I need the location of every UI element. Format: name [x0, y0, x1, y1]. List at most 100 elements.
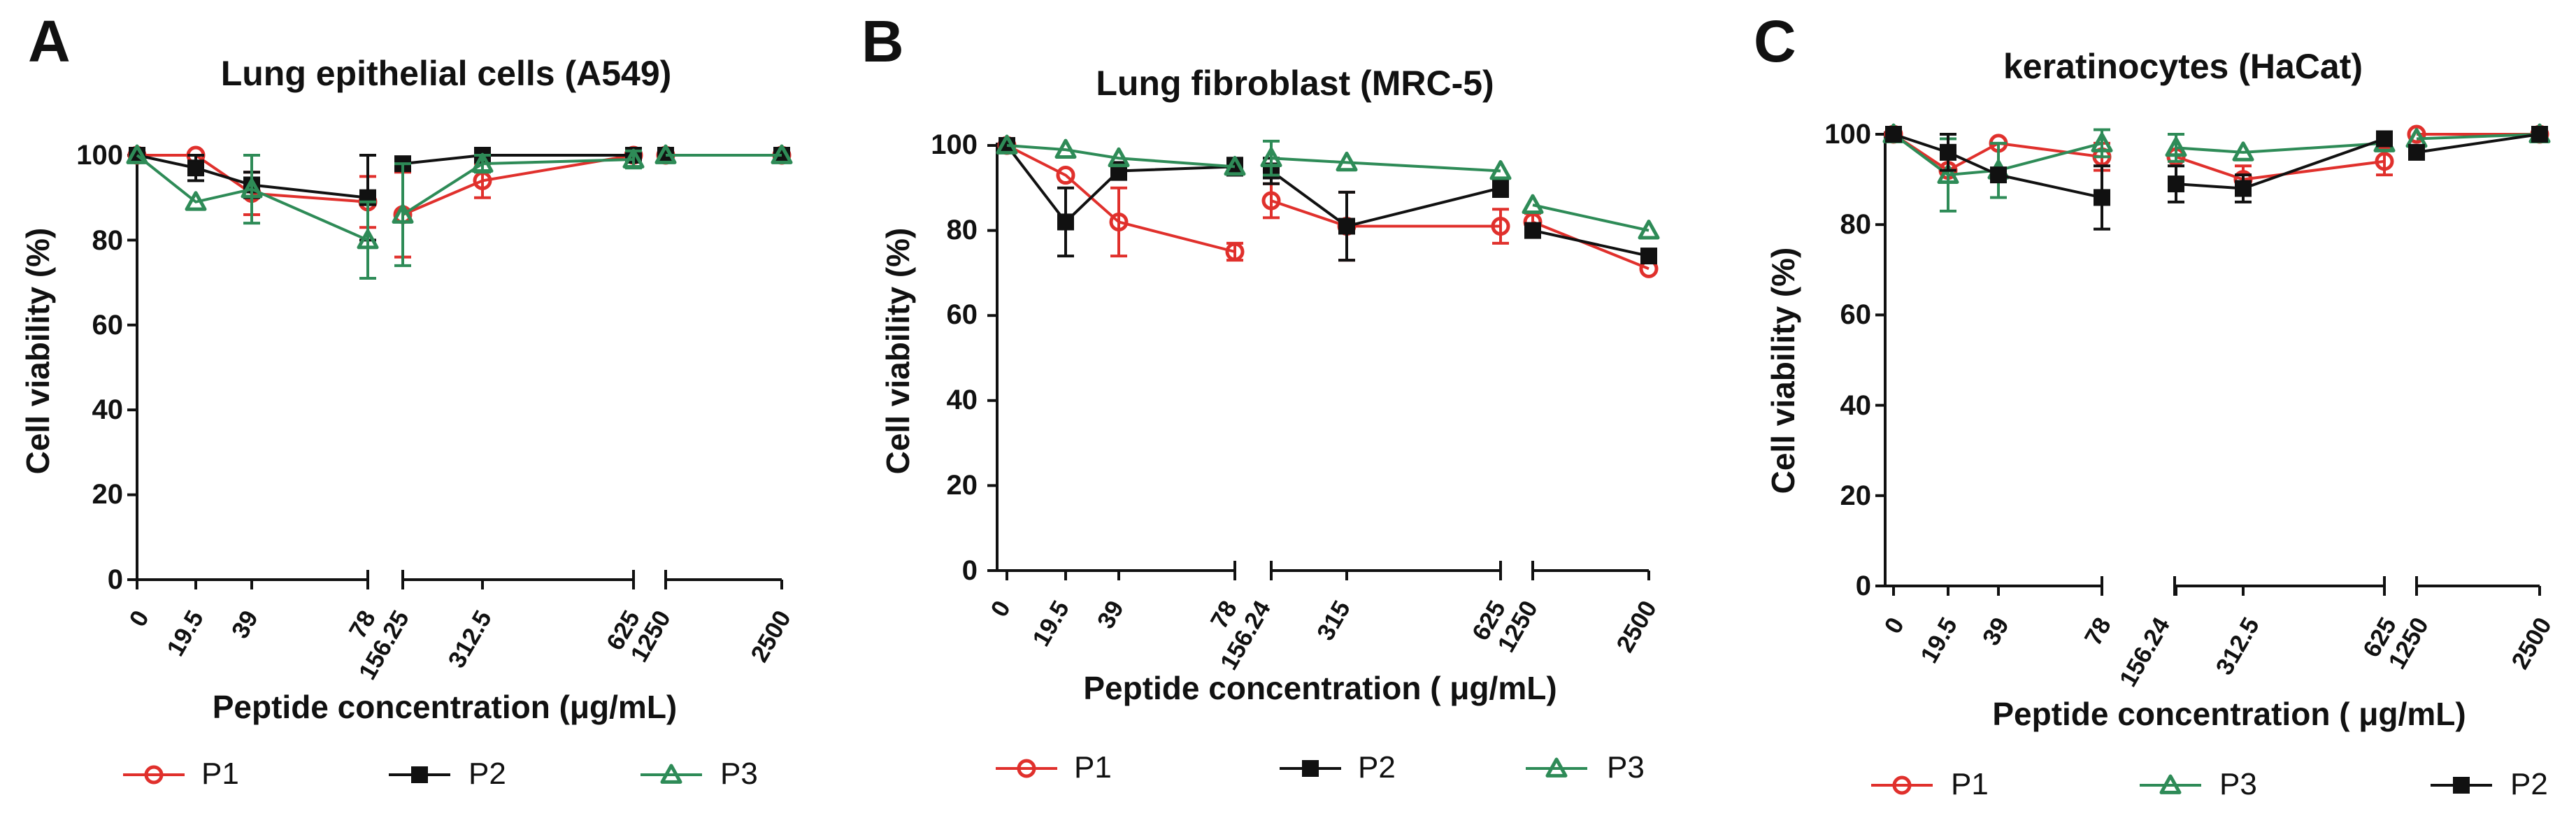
- series-line-p1: [1271, 199, 1501, 228]
- series-line-p2: [1270, 169, 1501, 228]
- data-point-p3: [622, 148, 645, 169]
- data-point-p1: [1056, 166, 1075, 185]
- series-line-p2: [1532, 229, 1650, 258]
- legend-label-p3: P3: [720, 757, 758, 791]
- panel-a-legend: P1 P2 P3: [201, 757, 758, 791]
- x-tick-label: 156.24: [2115, 613, 2176, 692]
- data-point-p3: [996, 134, 1018, 155]
- data-point-p3: [471, 152, 494, 173]
- x-tick-label: 0: [124, 606, 155, 631]
- x-tick-label: 0: [1879, 613, 1910, 638]
- y-tick-label: 20: [92, 479, 124, 510]
- y-tick-label: 40: [1840, 390, 1872, 421]
- x-tick-label: 2500: [2506, 613, 2557, 674]
- series-line-p3: [1532, 203, 1650, 232]
- x-tick-label: 39: [227, 606, 264, 643]
- data-point-p2: [2235, 180, 2252, 197]
- panel-b-x-axis-title: Peptide concentration ( μg/mL): [1083, 670, 1557, 706]
- series-line-p1: [1006, 144, 1236, 253]
- data-point-p2: [2531, 126, 2548, 143]
- y-tick-label: 100: [1824, 119, 1871, 150]
- series-p3: [126, 144, 793, 280]
- y-tick-label: 60: [1840, 299, 1872, 330]
- x-tick-label: 19.5: [162, 606, 209, 661]
- series-line-p1: [1892, 133, 2103, 173]
- legend-marker-p1: [144, 765, 164, 785]
- series-line-p3: [2175, 141, 2385, 154]
- data-point-p2: [2376, 130, 2393, 148]
- series-line-p2: [136, 154, 368, 199]
- panel-b-x-ticks: 0 19.5 39 78 156.24 315 625 1250 2500: [985, 596, 1662, 675]
- data-point-p1: [1261, 191, 1281, 210]
- data-point-p1: [1109, 212, 1129, 231]
- y-tick-label: 60: [947, 299, 978, 330]
- y-tick-label: 60: [92, 310, 124, 341]
- panel-b-legend: P1 P2 P3: [1074, 750, 1645, 785]
- panel-a-x-ticks: 0 19.5 39 78 156.25 312.5 625 1250 2500: [124, 606, 796, 685]
- panel-b-y-axis-title: Cell viability (%): [880, 228, 916, 475]
- legend-entry-p2: P2: [1358, 750, 1396, 785]
- data-point-p3: [2165, 136, 2187, 157]
- y-tick-label: 40: [947, 385, 978, 415]
- legend-label-p2: P2: [468, 757, 506, 791]
- panel-b-plot: [987, 134, 1660, 778]
- legend-marker-p1: [1017, 759, 1036, 778]
- data-point-p1: [1225, 242, 1245, 262]
- series-p3: [996, 134, 1660, 240]
- data-point-p2: [1057, 213, 1074, 231]
- legend-label-p3: P3: [2219, 767, 2257, 801]
- x-tick-label: 312.5: [2210, 613, 2265, 680]
- series-line-p3: [1006, 144, 1236, 169]
- legend-marker-p3: [1545, 757, 1568, 778]
- legend-entry-p3: P3: [2219, 767, 2257, 801]
- x-tick-label: 2500: [745, 606, 796, 667]
- data-point-p2: [1524, 222, 1541, 239]
- data-point-p2: [1492, 179, 1509, 196]
- x-tick-label: 39: [1977, 613, 2015, 650]
- series-line-p3: [401, 158, 634, 216]
- series-line-p3: [136, 154, 368, 242]
- data-point-p2: [2168, 176, 2184, 193]
- legend-marker-p3: [660, 764, 682, 784]
- series-line-p3: [2416, 133, 2540, 141]
- x-tick-label: 39: [1092, 596, 1129, 634]
- panel-c-plot: [1871, 123, 2551, 795]
- x-tick-label: 312.5: [443, 606, 497, 673]
- legend-entry-p1: P1: [1074, 750, 1112, 785]
- series-line-p2: [1006, 144, 1236, 224]
- x-tick-label: 0: [985, 596, 1016, 622]
- series-p1: [997, 136, 1659, 278]
- panel-c-letter: C: [1754, 8, 1796, 74]
- data-point-p1: [1491, 217, 1510, 236]
- panel-c-y-axis-title: Cell viability (%): [1765, 248, 1801, 494]
- series-line-p3: [1271, 157, 1501, 173]
- panel-a-plot: [123, 144, 793, 785]
- data-point-p2: [1990, 166, 2007, 184]
- panel-a-x-axis-title: Peptide concentration (μg/mL): [213, 689, 678, 725]
- x-tick-label: 19.5: [1915, 613, 1963, 668]
- panel-b: B Lung fibroblast (MRC-5) Cell viability…: [861, 8, 1662, 785]
- y-tick-label: 100: [76, 140, 123, 171]
- panel-c-legend: P1 P3 P2: [1951, 767, 2548, 801]
- data-point-p2: [2408, 143, 2425, 161]
- legend-entry-p2: P2: [2510, 767, 2548, 801]
- data-point-p3: [1054, 138, 1077, 159]
- y-tick-label: 80: [92, 225, 124, 256]
- x-tick-label: 2500: [1611, 596, 1662, 657]
- legend-label-p3: P3: [1607, 750, 1645, 785]
- data-point-p2: [1338, 217, 1355, 235]
- y-tick-label: 40: [92, 394, 124, 425]
- legend-marker-p2: [2453, 777, 2470, 794]
- panel-b-title: Lung fibroblast (MRC-5): [1096, 64, 1494, 103]
- series-line-p2: [1893, 133, 2103, 199]
- panel-c-title: keratinocytes (HaCat): [2003, 47, 2363, 86]
- panel-c: C keratinocytes (HaCat) Cell viability (…: [1754, 8, 2557, 801]
- data-point-p3: [392, 203, 414, 224]
- data-point-p1: [2407, 124, 2426, 144]
- y-tick-label: 0: [1856, 571, 1871, 601]
- panel-c-x-axis-title: Peptide concentration ( μg/mL): [1992, 696, 2466, 732]
- data-point-p3: [126, 144, 148, 164]
- legend-marker-p3: [2159, 774, 2182, 794]
